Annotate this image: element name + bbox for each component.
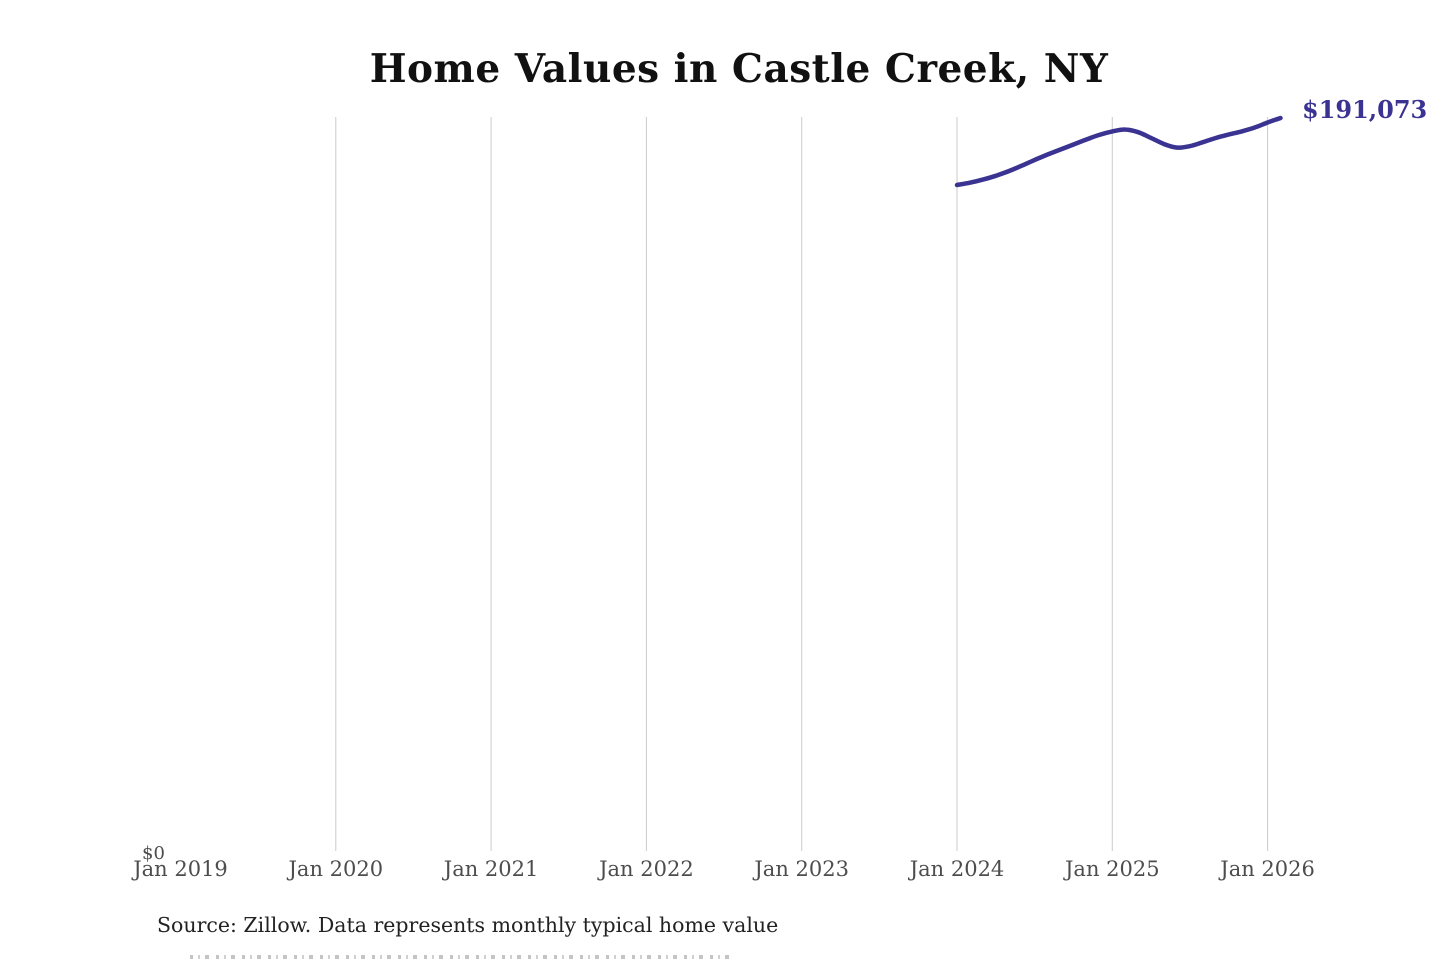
- clipped-bottom-text-sliver: [190, 955, 735, 959]
- source-note: Source: Zillow. Data represents monthly …: [157, 913, 779, 937]
- x-axis-tick-label: Jan 2022: [599, 857, 694, 881]
- vertical-gridlines: [335, 117, 1269, 851]
- x-axis-tick-label: Jan 2020: [288, 857, 384, 881]
- y-axis-zero-label: $0: [142, 843, 165, 864]
- latest-value-label: $191,073: [1302, 95, 1428, 124]
- x-axis-tick-label: Jan 2019: [133, 857, 228, 881]
- x-axis-tick-label: Jan 2026: [1220, 857, 1315, 881]
- chart-title: Home Values in Castle Creek, NY: [369, 46, 1109, 92]
- x-axis-tick-label: Jan 2021: [443, 857, 539, 881]
- x-axis-tick-label: Jan 2024: [909, 857, 1005, 881]
- x-axis-tick-label: Jan 2023: [754, 857, 849, 881]
- x-axis-tick-label: Jan 2025: [1065, 857, 1160, 881]
- home-value-line-series: [954, 115, 1283, 188]
